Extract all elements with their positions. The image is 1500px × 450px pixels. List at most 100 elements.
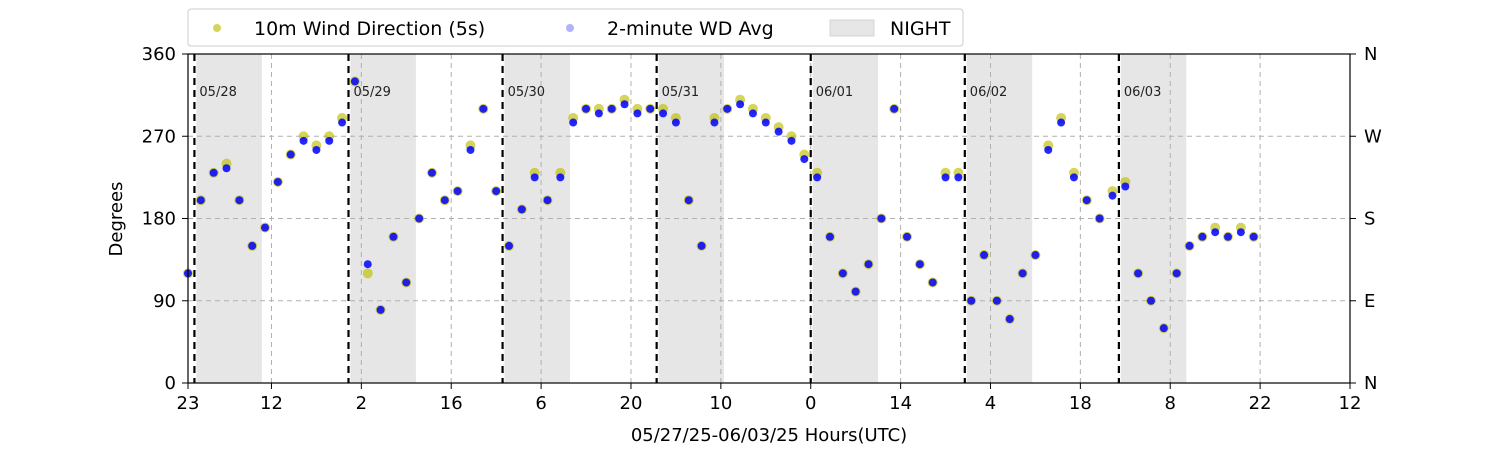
x-tick-label: 16 xyxy=(440,393,463,414)
day-label: 06/01 xyxy=(816,85,853,100)
wd-avg-point xyxy=(235,196,244,205)
wd-avg-point xyxy=(453,187,462,196)
wd-avg-point xyxy=(273,177,282,186)
wd-avg-point xyxy=(1108,191,1117,200)
wd-avg-point xyxy=(748,109,757,118)
x-tick-label: 23 xyxy=(177,393,200,414)
wd-avg-point xyxy=(620,100,629,109)
wd-avg-point xyxy=(1044,145,1053,154)
wd-avg-point xyxy=(992,296,1001,305)
wd-avg-point xyxy=(350,77,359,86)
right-y-tick-label: S xyxy=(1364,209,1375,230)
wd-avg-point xyxy=(980,251,989,260)
wd-avg-point xyxy=(466,145,475,154)
wd-avg-point xyxy=(1211,228,1220,237)
y-axis-label: Degrees xyxy=(106,182,127,257)
y-tick-label: 180 xyxy=(142,209,176,230)
day-label: 06/02 xyxy=(970,85,1007,100)
wind-direction-point xyxy=(362,268,373,279)
wd-avg-point xyxy=(427,168,436,177)
y-tick-label: 0 xyxy=(165,373,176,394)
wd-avg-point xyxy=(582,104,591,113)
wd-avg-point xyxy=(890,104,899,113)
wd-avg-point xyxy=(1249,232,1258,241)
right-y-tick-label: N xyxy=(1364,373,1377,394)
wd-avg-point xyxy=(1224,232,1233,241)
day-label: 06/03 xyxy=(1124,85,1161,100)
legend-label-night: NIGHT xyxy=(890,18,951,40)
wd-avg-point xyxy=(1146,296,1155,305)
wd-avg-point xyxy=(671,118,680,127)
wd-avg-point xyxy=(222,164,231,173)
wd-avg-point xyxy=(209,168,218,177)
x-tick-label: 4 xyxy=(985,393,996,414)
wd-avg-point xyxy=(607,104,616,113)
wd-avg-point xyxy=(1005,315,1014,324)
wd-avg-point xyxy=(363,260,372,269)
wd-avg-point xyxy=(877,214,886,223)
x-tick-label: 2 xyxy=(356,393,367,414)
legend-patch-night xyxy=(829,19,875,37)
wd-avg-point xyxy=(543,196,552,205)
wd-avg-point xyxy=(813,173,822,182)
wd-avg-point xyxy=(736,100,745,109)
wd-avg-point xyxy=(1159,324,1168,333)
x-tick-label: 20 xyxy=(620,393,643,414)
wd-avg-point xyxy=(787,136,796,145)
wd-avg-points xyxy=(184,77,1258,333)
wd-avg-point xyxy=(248,241,257,250)
wd-avg-point xyxy=(800,155,809,164)
wd-avg-point xyxy=(1095,214,1104,223)
wd-avg-point xyxy=(312,145,321,154)
right-y-tick-label: W xyxy=(1364,126,1382,147)
wd-avg-point xyxy=(299,136,308,145)
wd-avg-point xyxy=(954,173,963,182)
wd-avg-point xyxy=(967,296,976,305)
wd-avg-point xyxy=(825,232,834,241)
wd-avg-point xyxy=(774,127,783,136)
x-tick-label: 18 xyxy=(1069,393,1092,414)
day-label: 05/28 xyxy=(199,85,236,100)
wd-avg-point xyxy=(338,118,347,127)
wd-avg-point xyxy=(376,305,385,314)
wd-avg-point xyxy=(1121,182,1130,191)
legend-label-wind-direction: 10m Wind Direction (5s) xyxy=(254,18,485,40)
wd-avg-point xyxy=(569,118,578,127)
day-boundaries: 05/28 05/29 05/30 05/31 06/01 06/02 06/03 xyxy=(193,54,1161,383)
wd-avg-point xyxy=(556,173,565,182)
wd-avg-point xyxy=(1069,173,1078,182)
wd-avg-point xyxy=(389,232,398,241)
wd-avg-point xyxy=(504,241,513,250)
wd-avg-point xyxy=(594,109,603,118)
wd-avg-point xyxy=(196,196,205,205)
wd-avg-point xyxy=(325,136,334,145)
wd-avg-point xyxy=(903,232,912,241)
wd-avg-point xyxy=(915,260,924,269)
legend-label-wd-avg: 2-minute WD Avg xyxy=(607,18,774,40)
wd-avg-point xyxy=(941,173,950,182)
x-tick-label: 6 xyxy=(535,393,546,414)
wd-avg-point xyxy=(633,109,642,118)
wd-avg-point xyxy=(479,104,488,113)
wd-avg-point xyxy=(1172,269,1181,278)
legend-marker-wind-direction xyxy=(213,24,221,32)
wd-avg-point xyxy=(1018,269,1027,278)
wd-avg-point xyxy=(261,223,270,232)
wd-avg-point xyxy=(1198,232,1207,241)
right-y-tick-label: E xyxy=(1364,291,1375,312)
wd-avg-point xyxy=(851,287,860,296)
x-tick-label: 10 xyxy=(709,393,732,414)
x-axis-label: 05/27/25-06/03/25 Hours(UTC) xyxy=(631,425,907,446)
wd-avg-point xyxy=(1134,269,1143,278)
wd-avg-point xyxy=(415,214,424,223)
day-label: 05/30 xyxy=(508,85,545,100)
legend-frame xyxy=(187,8,964,47)
wd-avg-point xyxy=(530,173,539,182)
wd-avg-point xyxy=(646,104,655,113)
wd-avg-point xyxy=(1236,228,1245,237)
wd-avg-point xyxy=(440,196,449,205)
x-tick-label: 22 xyxy=(1249,393,1272,414)
wd-avg-point xyxy=(864,260,873,269)
wd-avg-point xyxy=(1082,196,1091,205)
